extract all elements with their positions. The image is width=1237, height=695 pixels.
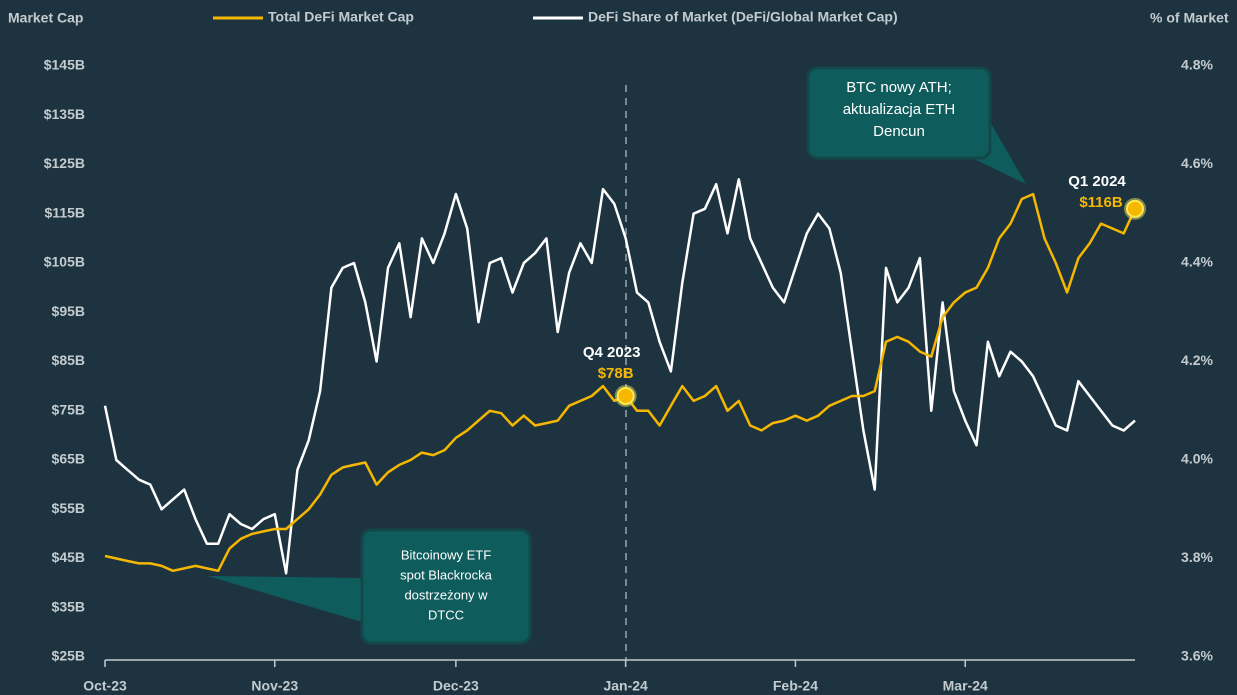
value-label: $116B — [1079, 194, 1123, 211]
y-tick-label: $145B — [44, 57, 85, 73]
y-tick-label: $105B — [44, 254, 85, 270]
y2-tick-label: 4.8% — [1181, 57, 1213, 73]
y2-tick-label: 3.6% — [1181, 648, 1213, 664]
callout-text: Dencun — [873, 123, 925, 140]
y-tick-label: $35B — [52, 598, 85, 614]
x-tick-label: Jan-24 — [603, 678, 648, 694]
y2-axis-label: % of Market — [1150, 10, 1229, 26]
callout-box — [806, 66, 992, 160]
y-axis-label: Market Cap — [8, 10, 83, 26]
highlight-point — [616, 386, 635, 405]
y2-tick-label: 4.2% — [1181, 352, 1213, 368]
period-label: Q1 2024 — [1068, 173, 1126, 190]
callout-box — [360, 528, 532, 645]
callout-text: Bitcoinowy ETF — [401, 547, 491, 562]
y2-tick-label: 3.8% — [1181, 549, 1213, 565]
series-line — [103, 178, 1136, 575]
callout-text: BTC nowy ATH; — [846, 79, 952, 96]
x-tick-label: Mar-24 — [943, 678, 988, 694]
y2-tick-label: 4.4% — [1181, 254, 1213, 270]
x-tick-label: Feb-24 — [773, 678, 818, 694]
y-tick-label: $95B — [52, 303, 85, 319]
y-tick-label: $25B — [52, 648, 85, 664]
callout-pointer — [208, 576, 362, 622]
y-tick-label: $65B — [52, 451, 85, 467]
highlight-point — [1126, 199, 1144, 218]
x-tick-label: Nov-23 — [251, 678, 298, 694]
value-label: $78B — [598, 365, 634, 382]
y-tick-label: $125B — [44, 155, 85, 171]
y2-tick-label: 4.6% — [1181, 155, 1213, 171]
y2-tick-label: 4.0% — [1181, 451, 1213, 467]
x-tick-label: Dec-23 — [433, 678, 479, 694]
callout-text: dostrzeżony w — [404, 587, 488, 602]
x-tick-label: Oct-23 — [83, 678, 127, 694]
y-tick-label: $115B — [45, 204, 85, 220]
y-tick-label: $75B — [52, 401, 85, 417]
y-tick-label: $45B — [52, 549, 85, 565]
legend-label: DeFi Share of Market (DeFi/Global Market… — [588, 9, 898, 25]
callout-text: aktualizacja ETH — [843, 101, 956, 118]
callout-text: spot Blackrocka — [400, 567, 493, 582]
legend-label: Total DeFi Market Cap — [268, 9, 414, 25]
y-tick-label: $85B — [52, 352, 85, 368]
y-tick-label: $55B — [52, 500, 85, 516]
callout-text: DTCC — [428, 607, 464, 622]
period-label: Q4 2023 — [583, 344, 641, 361]
y-tick-label: $135B — [44, 106, 85, 122]
